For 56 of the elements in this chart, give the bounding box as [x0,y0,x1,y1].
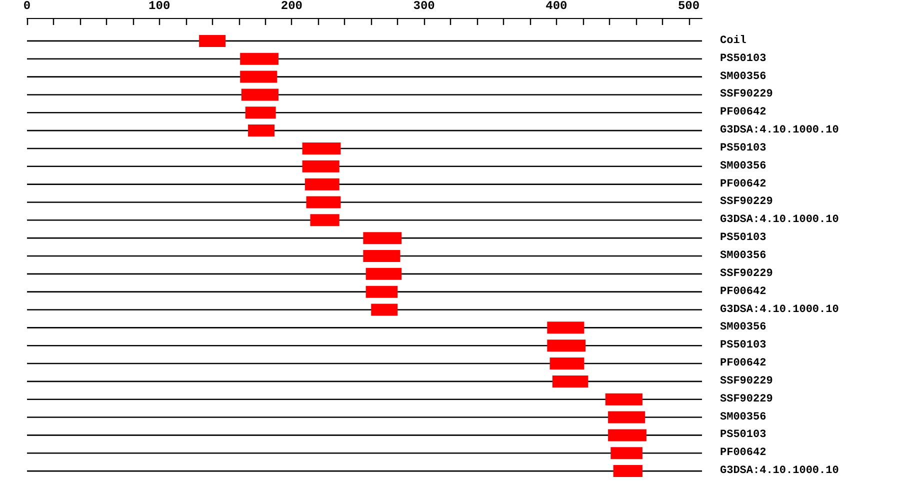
y-tick-label: G3DSA:4.10.1000.10 [720,214,839,226]
y-tick-label: PF00642 [720,106,766,119]
y-tick-label: G3DSA:4.10.1000.10 [720,124,839,137]
y-tick-label: PS50103 [720,429,767,442]
bar [608,429,646,442]
bar [240,52,278,65]
y-tick-label: PF00642 [720,358,766,370]
y-tick-label: G3DSA:4.10.1000.10 [720,304,839,316]
bar [366,286,398,298]
bar [248,124,274,137]
bar [605,393,642,406]
y-tick-label: SM00356 [720,160,766,172]
bar [610,447,642,460]
y-tick-label: PF00642 [720,286,766,298]
y-tick-label: PS50103 [720,232,767,244]
y-tick-label: SSF90229 [720,268,773,280]
x-tick-label: 300 [413,0,435,13]
bar [310,214,340,226]
y-tick-label: SSF90229 [720,393,773,406]
bar [241,88,278,101]
bar [245,106,276,119]
bar [304,178,340,190]
y-tick-label: PS50103 [720,142,767,154]
y-tick-label: PF00642 [720,447,766,460]
y-tick-label: SM00356 [720,322,766,334]
bar [608,411,646,424]
y-tick-label: PF00642 [720,178,766,190]
y-tick-label: PS50103 [720,340,767,352]
bar [302,160,340,172]
bar [240,70,278,83]
y-tick-label: SM00356 [720,250,766,262]
y-tick-label: PS50103 [720,52,767,65]
y-tick-label: G3DSA:4.10.1000.10 [720,465,839,478]
bar [550,358,584,370]
y-tick-label: SSF90229 [720,375,773,388]
bar [547,322,584,334]
bar [363,232,402,244]
bar [302,142,341,154]
y-tick-label: SSF90229 [720,88,773,101]
x-tick-label: 200 [280,0,303,13]
y-tick-label: Coil [720,34,747,47]
x-tick-label: 100 [148,0,170,13]
bar [363,250,400,262]
x-tick-label: 400 [546,0,568,13]
bar [371,304,398,316]
bar [366,268,402,280]
bar [199,34,226,47]
y-tick-label: SM00356 [720,411,766,424]
y-tick-label: SM00356 [720,70,766,83]
x-tick-label: 0 [23,0,31,13]
bar [613,465,642,478]
bar [547,340,586,352]
bar [306,196,341,208]
bar [552,375,588,388]
x-tick-label: 500 [678,0,700,13]
y-tick-label: SSF90229 [720,196,773,208]
